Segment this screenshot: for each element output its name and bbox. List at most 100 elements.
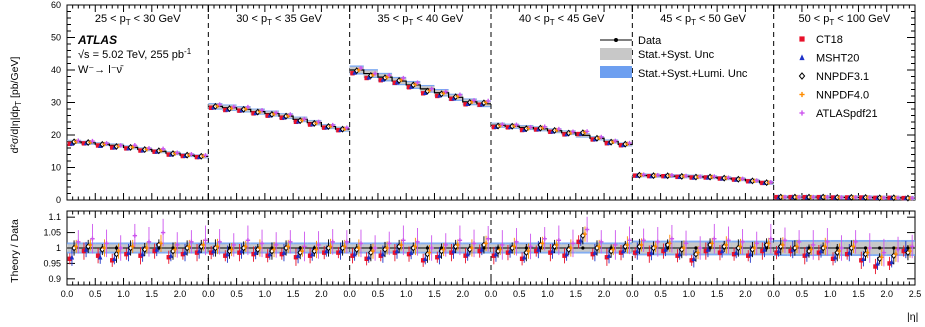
ratio-marker-ct18 <box>590 251 595 257</box>
ratio-marker-atlaspdf21 <box>542 236 547 241</box>
x-tick-label: 1.5 <box>428 289 441 299</box>
svg-text:Stat.+Syst.+Lumi. Unc: Stat.+Syst.+Lumi. Unc <box>638 68 748 80</box>
top-y-tick-label: 20 <box>51 130 61 140</box>
ratio-marker-nnpdf4-0 <box>285 244 291 249</box>
ratio-marker-atlaspdf21 <box>796 239 802 245</box>
ratio-marker-atlaspdf21 <box>146 239 152 245</box>
ratio-marker-nnpdf4-0 <box>384 245 390 251</box>
top-marker-atlaspdf21 <box>146 146 152 151</box>
ratio-marker-msht20 <box>804 251 810 257</box>
top-marker-ct18 <box>477 102 482 107</box>
x-tick-label: 2.0 <box>456 289 469 299</box>
ratio-marker-nnpdf4-0 <box>526 248 531 254</box>
ratio-marker-atlaspdf21 <box>811 242 816 248</box>
ratio-marker-ct18 <box>689 258 694 263</box>
top-marker-atlaspdf21 <box>584 129 590 134</box>
ratio-marker-nnpdf4-0 <box>413 244 418 249</box>
ratio-marker-ct18 <box>477 248 482 254</box>
pt-bin-label: 50 < pT < 100 GeV <box>798 13 890 27</box>
top-marker-atlaspdf21 <box>104 141 109 146</box>
top-marker-ct18 <box>844 195 850 200</box>
top-marker-ct18 <box>138 148 143 153</box>
ratio-marker-ct18 <box>873 264 878 269</box>
ratio-marker-msht20 <box>451 248 456 254</box>
top-marker-atlaspdf21 <box>443 89 448 94</box>
ratio-marker-ct18 <box>618 250 624 255</box>
top-marker-ct18 <box>703 175 709 180</box>
ratio-marker-msht20 <box>564 251 569 257</box>
ratio-marker-msht20 <box>818 248 824 254</box>
x-tick-label: 0.5 <box>513 289 526 299</box>
top-marker-ct18 <box>491 124 497 130</box>
legend-marker-atlaspdf21 <box>799 110 805 116</box>
ratio-marker-ct18 <box>830 256 836 261</box>
top-marker-ct18 <box>265 113 270 118</box>
top-y-tick-label: 50 <box>51 33 61 43</box>
top-marker-atlaspdf21 <box>782 194 788 200</box>
x-tick-label: 0.5 <box>89 289 102 299</box>
ratio-marker-ct18 <box>237 250 242 255</box>
ratio-marker-nnpdf4-0 <box>314 247 319 252</box>
top-marker-atlaspdf21 <box>641 172 646 177</box>
ratio-marker-atlaspdf21 <box>881 250 887 255</box>
ratio-marker-msht20 <box>352 251 357 257</box>
top-marker-atlaspdf21 <box>712 174 717 179</box>
ratio-marker-atlaspdf21 <box>726 238 731 243</box>
ratio-marker-ct18 <box>350 253 355 258</box>
top-marker-atlaspdf21 <box>613 138 618 144</box>
top-marker-atlaspdf21 <box>683 173 689 179</box>
top-marker-atlaspdf21 <box>457 92 463 97</box>
legend-marker-data <box>614 38 618 42</box>
ratio-marker-nnpdf4-0 <box>794 244 800 249</box>
top-marker-atlaspdf21 <box>768 180 774 185</box>
top-marker-atlaspdf21 <box>231 104 236 109</box>
ratio-marker-msht20 <box>423 256 428 261</box>
ratio-marker-atlaspdf21 <box>401 238 406 243</box>
top-marker-ct18 <box>562 132 567 137</box>
x-tick-label: 1.0 <box>117 289 130 299</box>
ratio-marker-atlaspdf21 <box>104 241 109 246</box>
top-marker-atlaspdf21 <box>754 178 759 183</box>
top-marker-atlaspdf21 <box>655 172 660 178</box>
ratio-marker-atlaspdf21 <box>160 230 166 235</box>
top-marker-atlaspdf21 <box>881 195 887 200</box>
ratio-marker-ct18 <box>336 250 341 255</box>
top-marker-atlaspdf21 <box>160 146 166 152</box>
ratio-marker-msht20 <box>719 248 725 254</box>
top-marker-ct18 <box>746 179 751 184</box>
x-tick-label: 0.0 <box>202 289 215 299</box>
ratio-marker-msht20 <box>522 254 527 260</box>
top-marker-atlaspdf21 <box>570 129 576 134</box>
x-tick-label: 1.0 <box>259 289 272 299</box>
ratio-marker-msht20 <box>635 248 640 254</box>
ratio-marker-ct18 <box>110 258 115 263</box>
ratio-marker-msht20 <box>225 251 230 257</box>
ratio-marker-nnpdf4-0 <box>808 247 814 252</box>
ratio-marker-nnpdf4-0 <box>837 248 842 254</box>
top-marker-atlaspdf21 <box>203 153 208 158</box>
ratio-marker-nnpdf4-0 <box>469 245 475 251</box>
ratio-marker-nnpdf4-0 <box>88 242 93 248</box>
ratio-marker-nnpdf4-0 <box>653 244 658 249</box>
ratio-marker-msht20 <box>196 248 202 254</box>
ratio-marker-msht20 <box>479 246 485 252</box>
top-marker-ct18 <box>378 78 383 83</box>
ratio-marker-nnpdf4-0 <box>215 244 220 249</box>
ratio-marker-atlaspdf21 <box>175 242 180 248</box>
top-marker-ct18 <box>590 137 595 142</box>
ratio-marker-msht20 <box>649 249 654 255</box>
top-marker-atlaspdf21 <box>853 195 858 200</box>
ratio-marker-atlaspdf21 <box>217 239 222 245</box>
top-marker-atlaspdf21 <box>556 126 562 132</box>
legend-label-atlaspdf21: ATLASpdf21 <box>816 108 878 120</box>
ratio-marker-atlaspdf21 <box>387 241 392 246</box>
ratio-marker-nnpdf4-0 <box>328 244 333 249</box>
ratio-marker-msht20 <box>493 251 499 257</box>
top-marker-ct18 <box>731 177 737 182</box>
top-marker-ct18 <box>364 75 369 81</box>
top-marker-msht20 <box>380 76 386 82</box>
ratio-marker-ct18 <box>887 261 892 266</box>
ratio-marker-msht20 <box>776 248 781 254</box>
top-marker-ct18 <box>392 80 398 86</box>
ratio-marker-ct18 <box>661 248 666 254</box>
